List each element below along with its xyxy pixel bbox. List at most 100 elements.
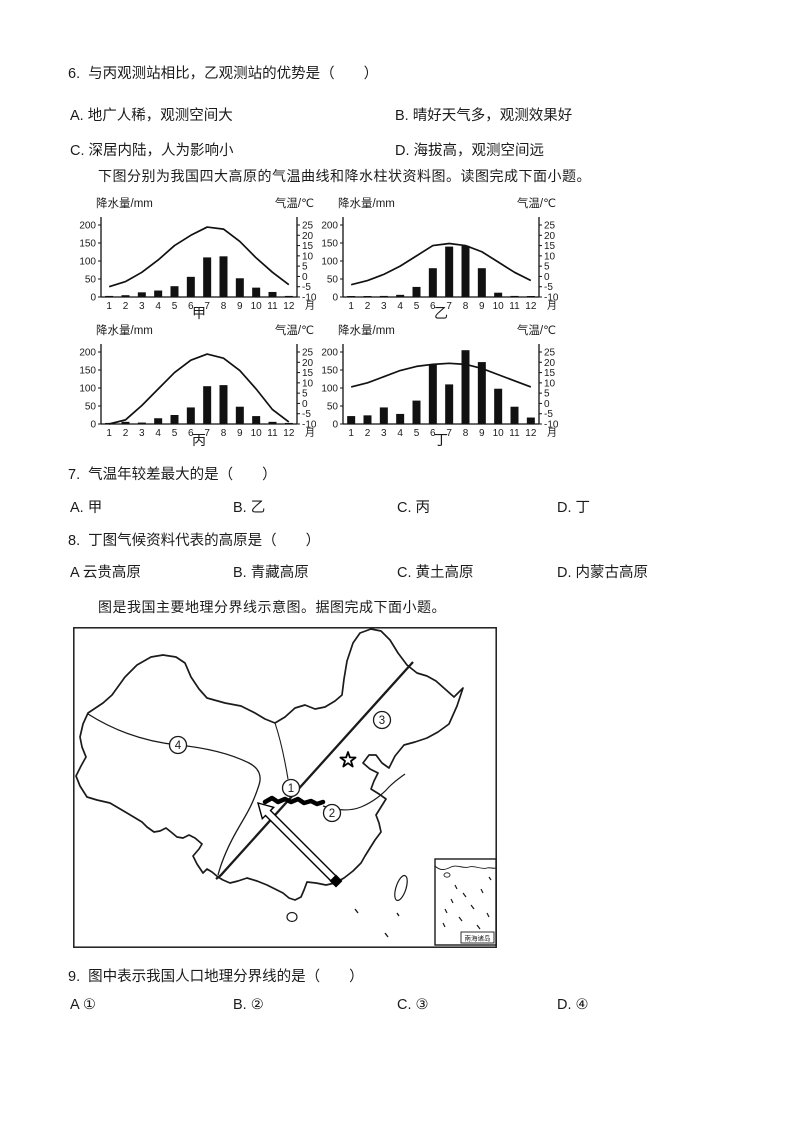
- svg-text:3: 3: [139, 301, 145, 312]
- dividing-line-3: [215, 661, 414, 880]
- coastal-islets: [354, 908, 400, 938]
- svg-text:12: 12: [283, 301, 295, 312]
- svg-text:15: 15: [302, 368, 314, 379]
- svg-text:25: 25: [544, 348, 556, 359]
- svg-text:丙: 丙: [192, 432, 206, 447]
- south-china-sea-inset: 南海诸岛: [434, 858, 497, 946]
- svg-text:甲: 甲: [192, 305, 206, 320]
- svg-text:7: 7: [446, 428, 452, 439]
- svg-text:1: 1: [348, 301, 354, 312]
- svg-text:5: 5: [544, 262, 550, 273]
- svg-text:3: 3: [381, 301, 387, 312]
- q6-option-b: B. 晴好天气多，观测效果好: [395, 108, 573, 124]
- hainan-island: [286, 911, 298, 923]
- map-intro-text: 图是我国主要地理分界线示意图。据图完成下面小题。: [98, 599, 446, 615]
- question-8-number: 8.: [68, 533, 81, 549]
- svg-text:5: 5: [302, 262, 308, 273]
- svg-text:月: 月: [305, 300, 315, 312]
- svg-text:1: 1: [106, 301, 112, 312]
- svg-text:9: 9: [479, 301, 485, 312]
- q6-option-a: A. 地广人稀，观测空间大: [70, 108, 233, 124]
- svg-text:10: 10: [493, 428, 505, 439]
- svg-text:0: 0: [332, 420, 338, 431]
- svg-text:3: 3: [381, 428, 387, 439]
- question-9-text: 图中表示我国人口地理分界线的是（ ）: [88, 969, 364, 985]
- svg-text:9: 9: [237, 301, 243, 312]
- svg-text:降水量/mm: 降水量/mm: [338, 323, 395, 337]
- svg-text:150: 150: [321, 239, 338, 250]
- svg-text:0: 0: [90, 293, 96, 304]
- svg-text:11: 11: [267, 428, 278, 439]
- question-9: 9. 图中表示我国人口地理分界线的是（ ）: [68, 965, 364, 986]
- svg-text:4: 4: [155, 301, 161, 312]
- qinling-range: [262, 795, 326, 807]
- svg-text:50: 50: [327, 402, 339, 413]
- marker-2: 2: [322, 803, 342, 823]
- q8-option-b: B. 青藏高原: [233, 565, 309, 581]
- svg-text:25: 25: [302, 221, 314, 232]
- svg-text:200: 200: [79, 348, 96, 359]
- svg-text:12: 12: [525, 428, 537, 439]
- svg-text:200: 200: [321, 348, 338, 359]
- svg-text:7: 7: [446, 301, 452, 312]
- svg-text:0: 0: [302, 399, 308, 410]
- svg-text:12: 12: [283, 428, 295, 439]
- svg-text:0: 0: [302, 272, 308, 283]
- q7-option-d: D. 丁: [557, 500, 591, 516]
- svg-text:50: 50: [85, 402, 97, 413]
- svg-text:-5: -5: [302, 282, 311, 293]
- q7-option-b: B. 乙: [233, 500, 266, 516]
- inset-label: 南海诸岛: [465, 934, 491, 943]
- charts-intro-text: 下图分别为我国四大高原的气温曲线和降水柱状资料图。读图完成下面小题。: [98, 168, 591, 184]
- svg-text:8: 8: [221, 428, 227, 439]
- qinling-huai-line: [322, 773, 406, 811]
- svg-text:3: 3: [139, 428, 145, 439]
- svg-text:100: 100: [321, 384, 338, 395]
- svg-text:2: 2: [329, 808, 335, 820]
- svg-text:0: 0: [544, 272, 550, 283]
- svg-text:降水量/mm: 降水量/mm: [96, 323, 153, 337]
- q7-option-a: A. 甲: [70, 500, 103, 516]
- svg-text:10: 10: [302, 251, 314, 262]
- question-6-number: 6.: [68, 66, 81, 82]
- svg-text:6: 6: [188, 428, 194, 439]
- svg-text:10: 10: [251, 301, 263, 312]
- svg-text:气温/℃: 气温/℃: [517, 323, 556, 337]
- arrow-tail-diamond: [329, 874, 343, 888]
- q9-option-b: B. ②: [233, 997, 264, 1013]
- svg-text:11: 11: [267, 301, 278, 312]
- svg-text:10: 10: [544, 378, 556, 389]
- svg-text:-5: -5: [302, 409, 311, 420]
- svg-text:10: 10: [251, 428, 263, 439]
- svg-text:5: 5: [544, 389, 550, 400]
- question-6-text: 与丙观测站相比，乙观测站的优势是（ ）: [88, 66, 379, 82]
- svg-text:丁: 丁: [434, 432, 448, 447]
- svg-text:20: 20: [302, 231, 314, 242]
- capital-star: [339, 751, 357, 768]
- svg-text:4: 4: [175, 740, 182, 752]
- svg-text:乙: 乙: [434, 305, 448, 320]
- svg-text:0: 0: [544, 399, 550, 410]
- svg-text:200: 200: [321, 221, 338, 232]
- q8-option-c: C. 黄土高原: [397, 565, 474, 581]
- svg-text:150: 150: [79, 239, 96, 250]
- svg-text:-5: -5: [544, 409, 553, 420]
- svg-text:50: 50: [85, 275, 97, 286]
- svg-text:-5: -5: [544, 282, 553, 293]
- question-8: 8. 丁图气候资料代表的高原是（ ）: [68, 529, 320, 550]
- svg-text:150: 150: [79, 366, 96, 377]
- marker-1: 1: [281, 778, 301, 798]
- question-7-number: 7.: [68, 467, 81, 483]
- svg-text:8: 8: [221, 301, 227, 312]
- svg-text:4: 4: [155, 428, 161, 439]
- svg-text:2: 2: [123, 301, 129, 312]
- svg-text:11: 11: [509, 301, 520, 312]
- svg-text:25: 25: [544, 221, 556, 232]
- svg-text:2: 2: [365, 301, 371, 312]
- taiwan-island: [394, 874, 408, 902]
- question-7: 7. 气温年较差最大的是（ ）: [68, 463, 277, 484]
- svg-text:100: 100: [321, 257, 338, 268]
